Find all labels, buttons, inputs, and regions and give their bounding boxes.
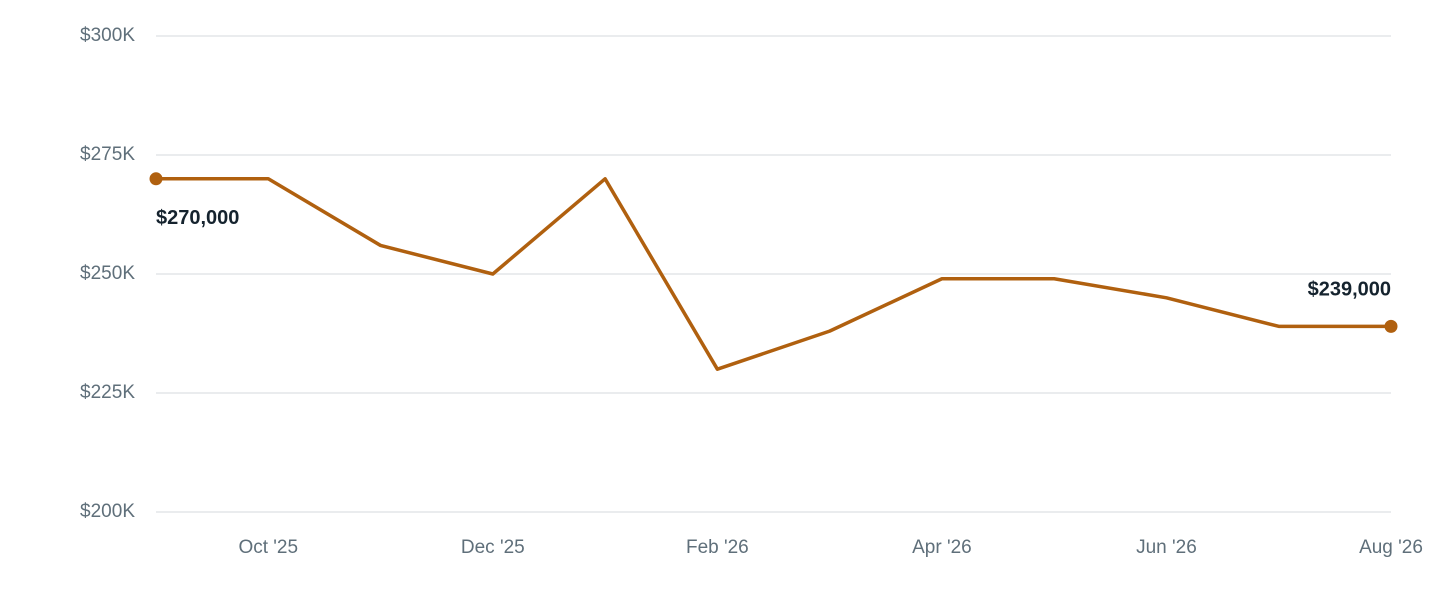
y-tick-label: $300K [80,25,135,46]
point-marker [1384,319,1398,333]
y-tick-label: $200K [80,501,135,522]
x-tick-label: Aug '26 [1359,537,1423,558]
point-marker [149,172,163,186]
y-tick-label: $275K [80,144,135,165]
value-label: $239,000 [1308,279,1391,301]
x-tick-label: Dec '25 [461,537,525,558]
y-tick-label: $250K [80,263,135,284]
x-tick-label: Oct '25 [238,537,298,558]
y-tick-label: $225K [80,382,135,403]
value-label: $270,000 [156,207,239,229]
x-tick-label: Feb '26 [686,537,749,558]
line [156,177,1391,371]
x-tick-label: Apr '26 [912,537,972,558]
x-tick-label: Jun '26 [1136,537,1197,558]
